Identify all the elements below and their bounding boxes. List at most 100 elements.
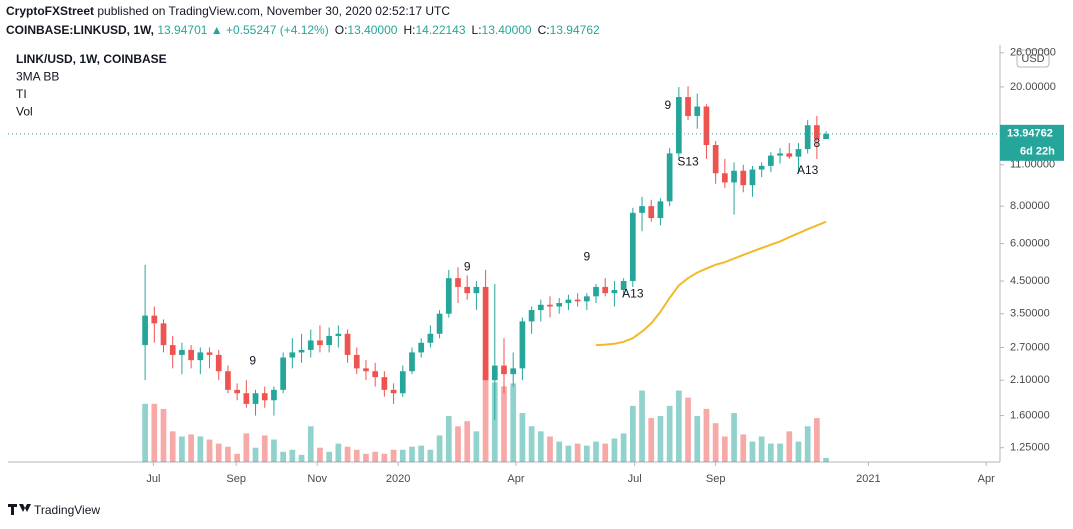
publisher: CryptoFXStreet [6, 4, 94, 18]
candle-body [151, 315, 158, 324]
y-tick-label: 11.00000 [1010, 159, 1055, 171]
candle-body [574, 299, 581, 302]
annotation: 9 [664, 98, 671, 112]
volume-bar [372, 451, 379, 462]
annotation: 9 [249, 353, 256, 367]
volume-bar [307, 426, 314, 462]
candle-body [620, 281, 627, 290]
volume-bar [317, 447, 323, 462]
candle-body [795, 149, 802, 157]
volume-bar [399, 449, 406, 462]
ohlc-label: H: [403, 23, 415, 37]
currency-box [1016, 49, 1050, 68]
volume-bar [261, 435, 268, 462]
annotation: A13 [622, 286, 644, 300]
volume-bar [675, 390, 682, 462]
volume-bar [436, 435, 443, 462]
ohlc-label: C: [538, 23, 550, 37]
candle-body [169, 345, 176, 355]
candle-body [399, 371, 406, 394]
logo-mark [8, 504, 31, 515]
candle-body [583, 296, 590, 302]
annotation: S13 [677, 155, 699, 169]
volume-bar [629, 405, 636, 462]
plot: 9 9 9 9 S13 A13 A13 8 [142, 86, 829, 462]
volume-bar [758, 436, 765, 462]
candle-body [381, 377, 388, 390]
candle-body [593, 286, 599, 297]
volume-bar [197, 436, 204, 462]
candle-body [629, 212, 636, 282]
volume-bar [731, 412, 737, 462]
candle-body [436, 313, 443, 334]
candle-body [326, 335, 333, 346]
header-line: CryptoFXStreet published on TradingView.… [6, 4, 450, 18]
volume-bar [142, 403, 148, 462]
volume-bar [289, 449, 296, 462]
volume-bar [593, 441, 599, 462]
candle-body [317, 340, 323, 346]
y-tick-label: 2.10000 [1010, 374, 1050, 386]
candle-body [758, 165, 765, 170]
candle-body [179, 349, 185, 355]
volume-bar [823, 457, 829, 462]
ohlc-value: 13.94762 [550, 23, 600, 37]
candle-body [363, 368, 369, 372]
candle-body [206, 352, 213, 355]
volume-bar [639, 390, 645, 462]
volume-bar [749, 441, 756, 462]
ohlc-value: 14.22143 [415, 23, 465, 37]
volume-bar [169, 431, 176, 462]
candle-body [482, 286, 489, 381]
candle-body [537, 304, 544, 311]
candle-body [188, 349, 194, 361]
volume-bar [694, 416, 701, 462]
volume-bar [188, 434, 194, 462]
volume-bar [611, 438, 618, 462]
candle-body [519, 321, 526, 369]
volume-bar [528, 426, 535, 462]
volume-bar [804, 426, 811, 462]
candle-body [409, 352, 415, 372]
volume-bar [491, 382, 498, 462]
candle-body [491, 365, 498, 381]
candle-body [197, 352, 204, 361]
volume-bar [786, 431, 793, 462]
annotation: A13 [797, 163, 819, 177]
annotation: 9 [583, 249, 590, 263]
candle-body [289, 352, 296, 358]
candle-body [280, 357, 286, 390]
last-price: 13.94762 [1007, 128, 1053, 140]
volume-bar [777, 443, 783, 462]
candle-body [234, 389, 240, 394]
candle-body [777, 153, 783, 156]
ohlc-label: O: [335, 23, 348, 37]
legend-entry: Vol [16, 105, 33, 119]
y-tick-label: 1.60000 [1010, 409, 1050, 421]
countdown: 6d 22h [1020, 146, 1055, 158]
candle-body [666, 153, 673, 202]
candle-body [445, 278, 452, 314]
candle-body [703, 106, 710, 145]
legend-entry: 3MA BB [16, 70, 59, 84]
volume-bar [814, 418, 820, 462]
volume-bar [445, 416, 452, 462]
volume-bar [409, 446, 415, 462]
volume-bar [418, 445, 425, 462]
legend-entry: TI [16, 87, 27, 101]
candle-body [261, 393, 268, 401]
symbol-line: COINBASE:LINKUSD, 1W, 13.94701 ▲ +0.5524… [6, 23, 600, 37]
volume-bar [326, 451, 333, 462]
y-tick-label: 2.70000 [1010, 341, 1050, 353]
volume-bar [510, 383, 517, 462]
candle-body [353, 354, 360, 369]
volume-bar [455, 426, 461, 462]
published: published on TradingView.com, November 3… [97, 4, 450, 18]
volume-bar [473, 431, 480, 462]
volume-bar [206, 439, 213, 462]
change: ▲ +0.55247 (+4.12%) [211, 23, 329, 37]
volume-bar [722, 436, 728, 462]
volume-bar [353, 449, 360, 462]
candle-body [427, 333, 434, 343]
candle-body [547, 304, 553, 307]
